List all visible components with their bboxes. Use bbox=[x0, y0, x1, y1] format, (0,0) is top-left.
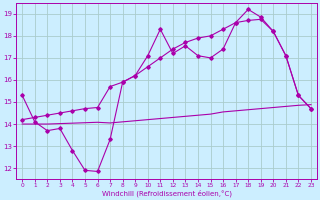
X-axis label: Windchill (Refroidissement éolien,°C): Windchill (Refroidissement éolien,°C) bbox=[101, 190, 232, 197]
